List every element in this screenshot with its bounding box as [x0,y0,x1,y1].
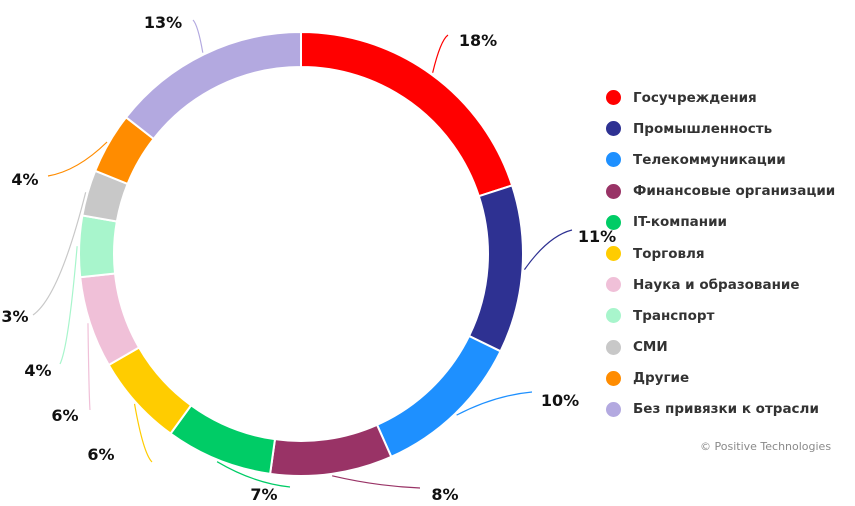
leader-line-8 [59,246,78,365]
legend-swatch-icon [606,183,621,199]
leader-line-7 [87,323,91,411]
legend-item-8[interactable]: Транспорт [606,300,835,331]
legend-swatch-icon [606,277,621,293]
legend-item-4[interactable]: Финансовые организации [606,176,835,207]
legend-item-6[interactable]: Торговля [606,238,835,269]
percent-labels: 18% 11% 10% 8% 7% 6% 6% 4% 3% 4% 13% [1,13,616,504]
legend: Госучреждения Промышленность Телекоммуника… [606,82,835,425]
legend-item-3[interactable]: Телекоммуникации [606,144,835,175]
legend-label: Промышленность [633,120,773,137]
legend-label: Другие [633,370,690,387]
leader-line-11 [192,19,204,53]
legend-item-11[interactable]: Без привязки к отрасли [606,394,835,425]
slice-7 [79,272,141,367]
legend-item-9[interactable]: СМИ [606,332,835,363]
legend-swatch-icon [606,152,621,168]
donut-slices [78,30,524,477]
legend-item-2[interactable]: Промышленность [606,113,835,144]
percent-label-8: 4% [24,361,51,380]
legend-swatch-icon [606,246,621,262]
leader-line-9 [32,192,87,316]
leader-line-5 [216,461,291,488]
slice-3 [375,334,502,459]
legend-label: Без привязки к отрасли [633,401,819,418]
slice-6 [107,346,193,435]
legend-label: Телекоммуникации [633,151,786,168]
leader-line-2 [523,229,573,270]
legend-swatch-icon [606,401,621,417]
legend-label: СМИ [633,339,668,356]
label-leaders [32,19,573,489]
legend-label: Наука и образование [633,276,800,293]
legend-swatch-icon [606,90,621,106]
percent-label-3: 10% [541,391,579,410]
percent-label-10: 4% [11,170,38,189]
slice-11 [124,30,302,141]
legend-label: IT-компании [633,214,728,231]
legend-item-5[interactable]: IT-компании [606,207,835,238]
leader-line-3 [456,391,533,416]
legend-swatch-icon [606,370,621,386]
leader-line-10 [47,141,108,177]
percent-label-7: 6% [51,406,78,425]
leader-line-4 [332,475,421,489]
leader-line-6 [133,403,153,463]
leader-line-1 [432,34,449,73]
legend-label: Финансовые организации [633,183,836,200]
percent-label-11: 13% [144,13,182,32]
legend-label: Госучреждения [633,89,757,106]
legend-label: Транспорт [633,307,715,324]
legend-item-7[interactable]: Наука и образование [606,269,835,300]
legend-label: Торговля [633,245,705,262]
slice-8 [78,214,118,279]
percent-label-5: 7% [250,485,277,504]
percent-label-9: 3% [1,307,28,326]
percent-label-1: 18% [459,31,497,50]
copyright-text: © Positive Technologies [700,440,832,453]
slice-2 [467,184,524,353]
legend-swatch-icon [606,308,621,324]
legend-item-1[interactable]: Госучреждения [606,82,835,113]
legend-item-10[interactable]: Другие [606,363,835,394]
legend-swatch-icon [606,339,621,355]
percent-label-2: 11% [578,227,616,246]
slice-1 [300,30,514,198]
percent-label-6: 6% [87,445,114,464]
slice-4 [268,423,393,477]
percent-label-4: 8% [431,485,458,504]
legend-swatch-icon [606,214,621,230]
slice-5 [169,403,277,475]
legend-swatch-icon [606,121,621,137]
